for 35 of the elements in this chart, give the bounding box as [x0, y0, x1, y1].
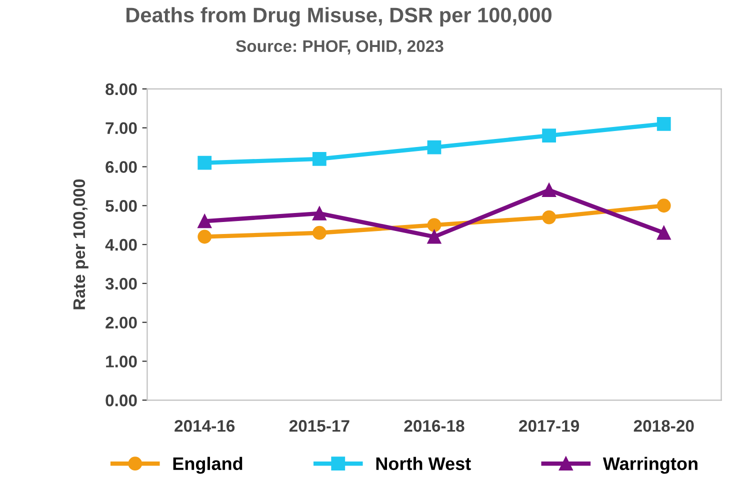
- legend-label: North West: [376, 456, 471, 470]
- point: [427, 230, 442, 244]
- y-axis-title: Rate per 100,000: [73, 179, 88, 310]
- y-tick-label: 2.00: [106, 316, 137, 329]
- y-tick-label: 4.00: [105, 238, 137, 251]
- point: [542, 183, 556, 198]
- point: [198, 230, 212, 244]
- point: [656, 116, 671, 131]
- point: [312, 152, 326, 166]
- x-tick-label: 2016-18: [404, 420, 464, 432]
- x-tick-label: 2014-16: [174, 420, 235, 432]
- y-tick-label: 7.00: [106, 122, 137, 134]
- y-tick-label: 1.00: [106, 356, 137, 368]
- point: [542, 210, 556, 224]
- chart-title: Deaths from Drug Misuse, DSR per 100,000: [126, 7, 552, 27]
- y-tick-label: 8.00: [106, 83, 137, 96]
- y-tick-label: 5.00: [106, 200, 137, 212]
- point: [198, 214, 212, 228]
- legend-label: Warrington: [602, 456, 698, 474]
- point: [427, 218, 442, 232]
- legend-label: England: [173, 456, 242, 474]
- y-tick-label: 3.00: [105, 278, 137, 290]
- x-tick-label: 2015-17: [289, 420, 350, 432]
- y-tick-label: 6.00: [106, 161, 137, 173]
- point: [312, 206, 326, 220]
- point: [656, 226, 671, 240]
- point: [427, 140, 442, 154]
- x-tick-label: 2018-20: [634, 420, 694, 432]
- point: [656, 198, 671, 213]
- point: [312, 226, 326, 240]
- x-tick-label: 2017-19: [519, 420, 580, 432]
- point: [542, 128, 556, 143]
- chart-subtitle: Source: PHOF, OHID, 2023: [236, 40, 444, 54]
- point: [198, 156, 212, 170]
- y-tick-label: 0.00: [106, 394, 137, 406]
